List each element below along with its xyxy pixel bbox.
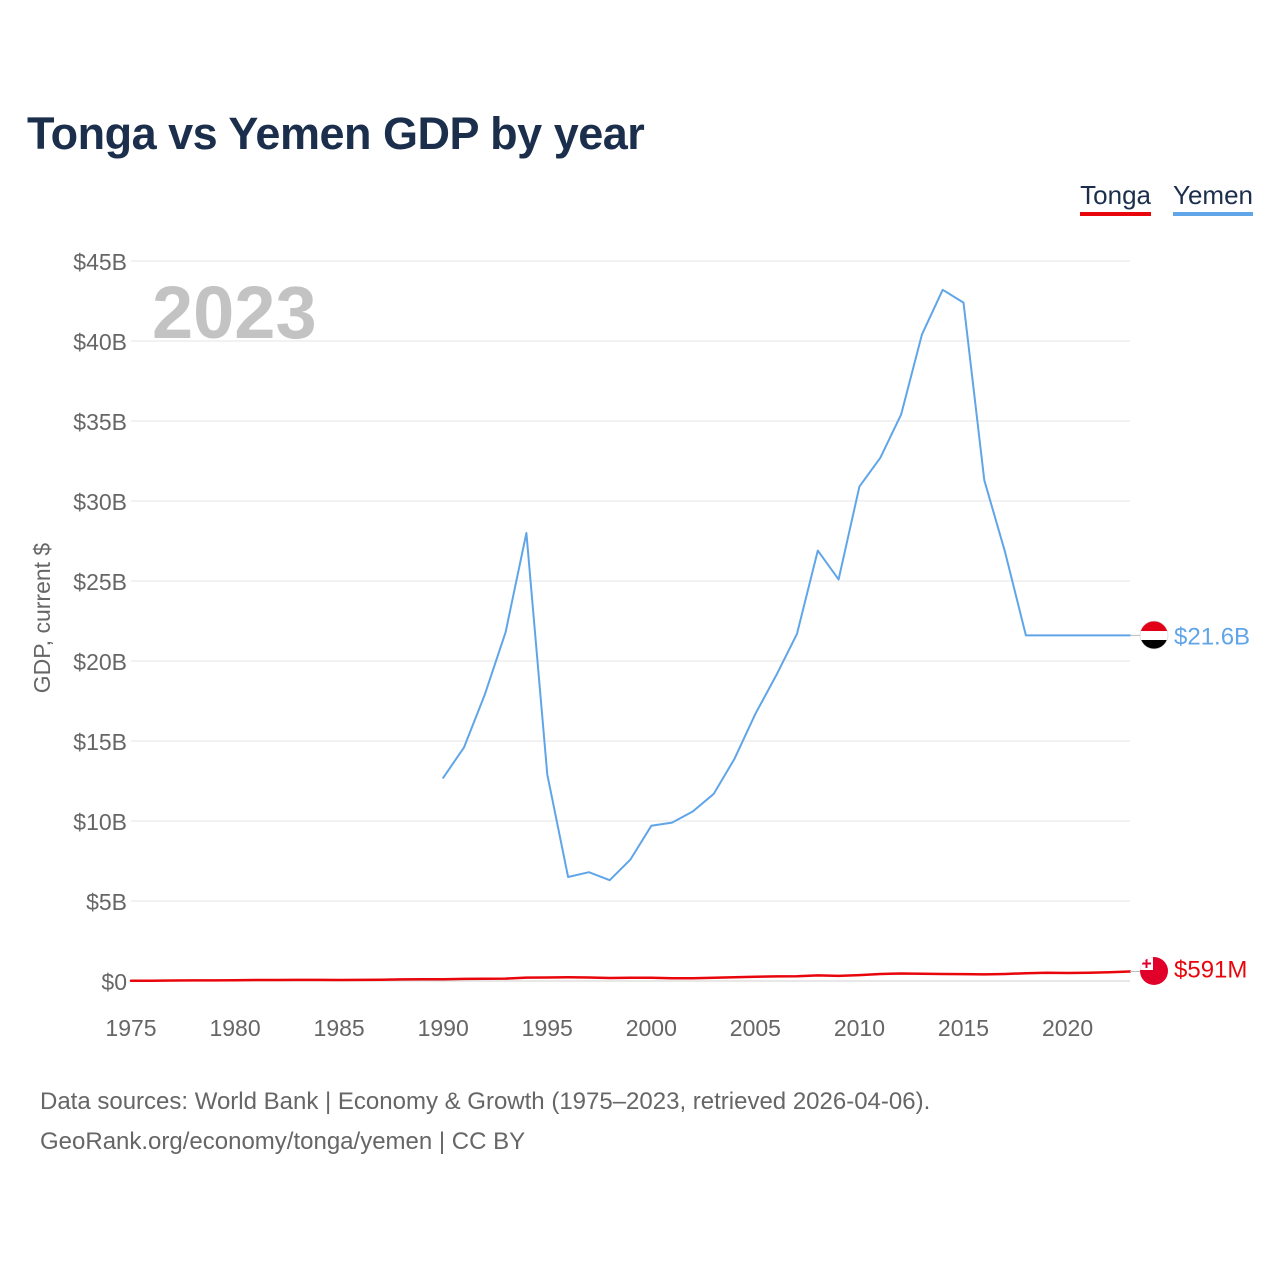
end-labels: $21.6B $591M: [1130, 623, 1250, 984]
x-axis: 1975 1980 1985 1990 1995 2000 2005 2010 2015 2020: [105, 1015, 1093, 1041]
x-tick-label: 1995: [522, 1015, 573, 1041]
y-tick-label: $20B: [73, 649, 127, 675]
x-tick-label: 2005: [730, 1015, 781, 1041]
y-tick-label: $35B: [73, 409, 127, 435]
y-tick-label: $10B: [73, 809, 127, 835]
series: [129, 288, 1132, 982]
series-line-tonga: [129, 970, 1132, 982]
y-tick-label: $40B: [73, 329, 127, 355]
legend-item-tonga[interactable]: Tonga: [1080, 180, 1151, 216]
legend: Tonga Yemen: [1080, 180, 1253, 216]
x-tick-label: 1985: [314, 1015, 365, 1041]
chart-title: Tonga vs Yemen GDP by year: [27, 108, 645, 159]
tonga-flag-icon: [1140, 957, 1168, 985]
x-tick-label: 2010: [834, 1015, 885, 1041]
year-watermark: 2023: [152, 271, 317, 354]
y-tick-label: $0: [101, 969, 127, 995]
y-axis-label: GDP, current $: [29, 543, 55, 694]
end-markers: [1139, 620, 1169, 985]
legend-item-yemen[interactable]: Yemen: [1173, 180, 1253, 216]
x-tick-label: 1975: [105, 1015, 156, 1041]
end-label-tonga: $591M: [1174, 957, 1247, 984]
y-tick-label: $25B: [73, 569, 127, 595]
source-url-line: GeoRank.org/economy/tonga/yemen | CC BY: [40, 1128, 526, 1155]
yemen-flag-icon: [1139, 620, 1169, 650]
y-tick-label: $5B: [86, 889, 127, 915]
grid-lines: [131, 260, 1130, 982]
x-tick-label: 1990: [418, 1015, 469, 1041]
x-tick-label: 2020: [1042, 1015, 1093, 1041]
x-tick-label: 2015: [938, 1015, 989, 1041]
y-tick-label: $15B: [73, 729, 127, 755]
y-tick-label: $30B: [73, 489, 127, 515]
y-axis: $0 $5B $10B $15B $20B $25B $30B $35B $40B $45B: [73, 249, 127, 995]
x-tick-label: 2000: [626, 1015, 677, 1041]
end-label-yemen: $21.6B: [1174, 623, 1250, 650]
series-line-yemen: [442, 288, 1131, 882]
y-tick-label: $45B: [73, 249, 127, 275]
source-line: Data sources: World Bank | Economy & Gro…: [40, 1088, 931, 1115]
data-source-note: Data sources: World Bank | Economy & Gro…: [40, 1082, 930, 1162]
x-tick-label: 1980: [209, 1015, 260, 1041]
